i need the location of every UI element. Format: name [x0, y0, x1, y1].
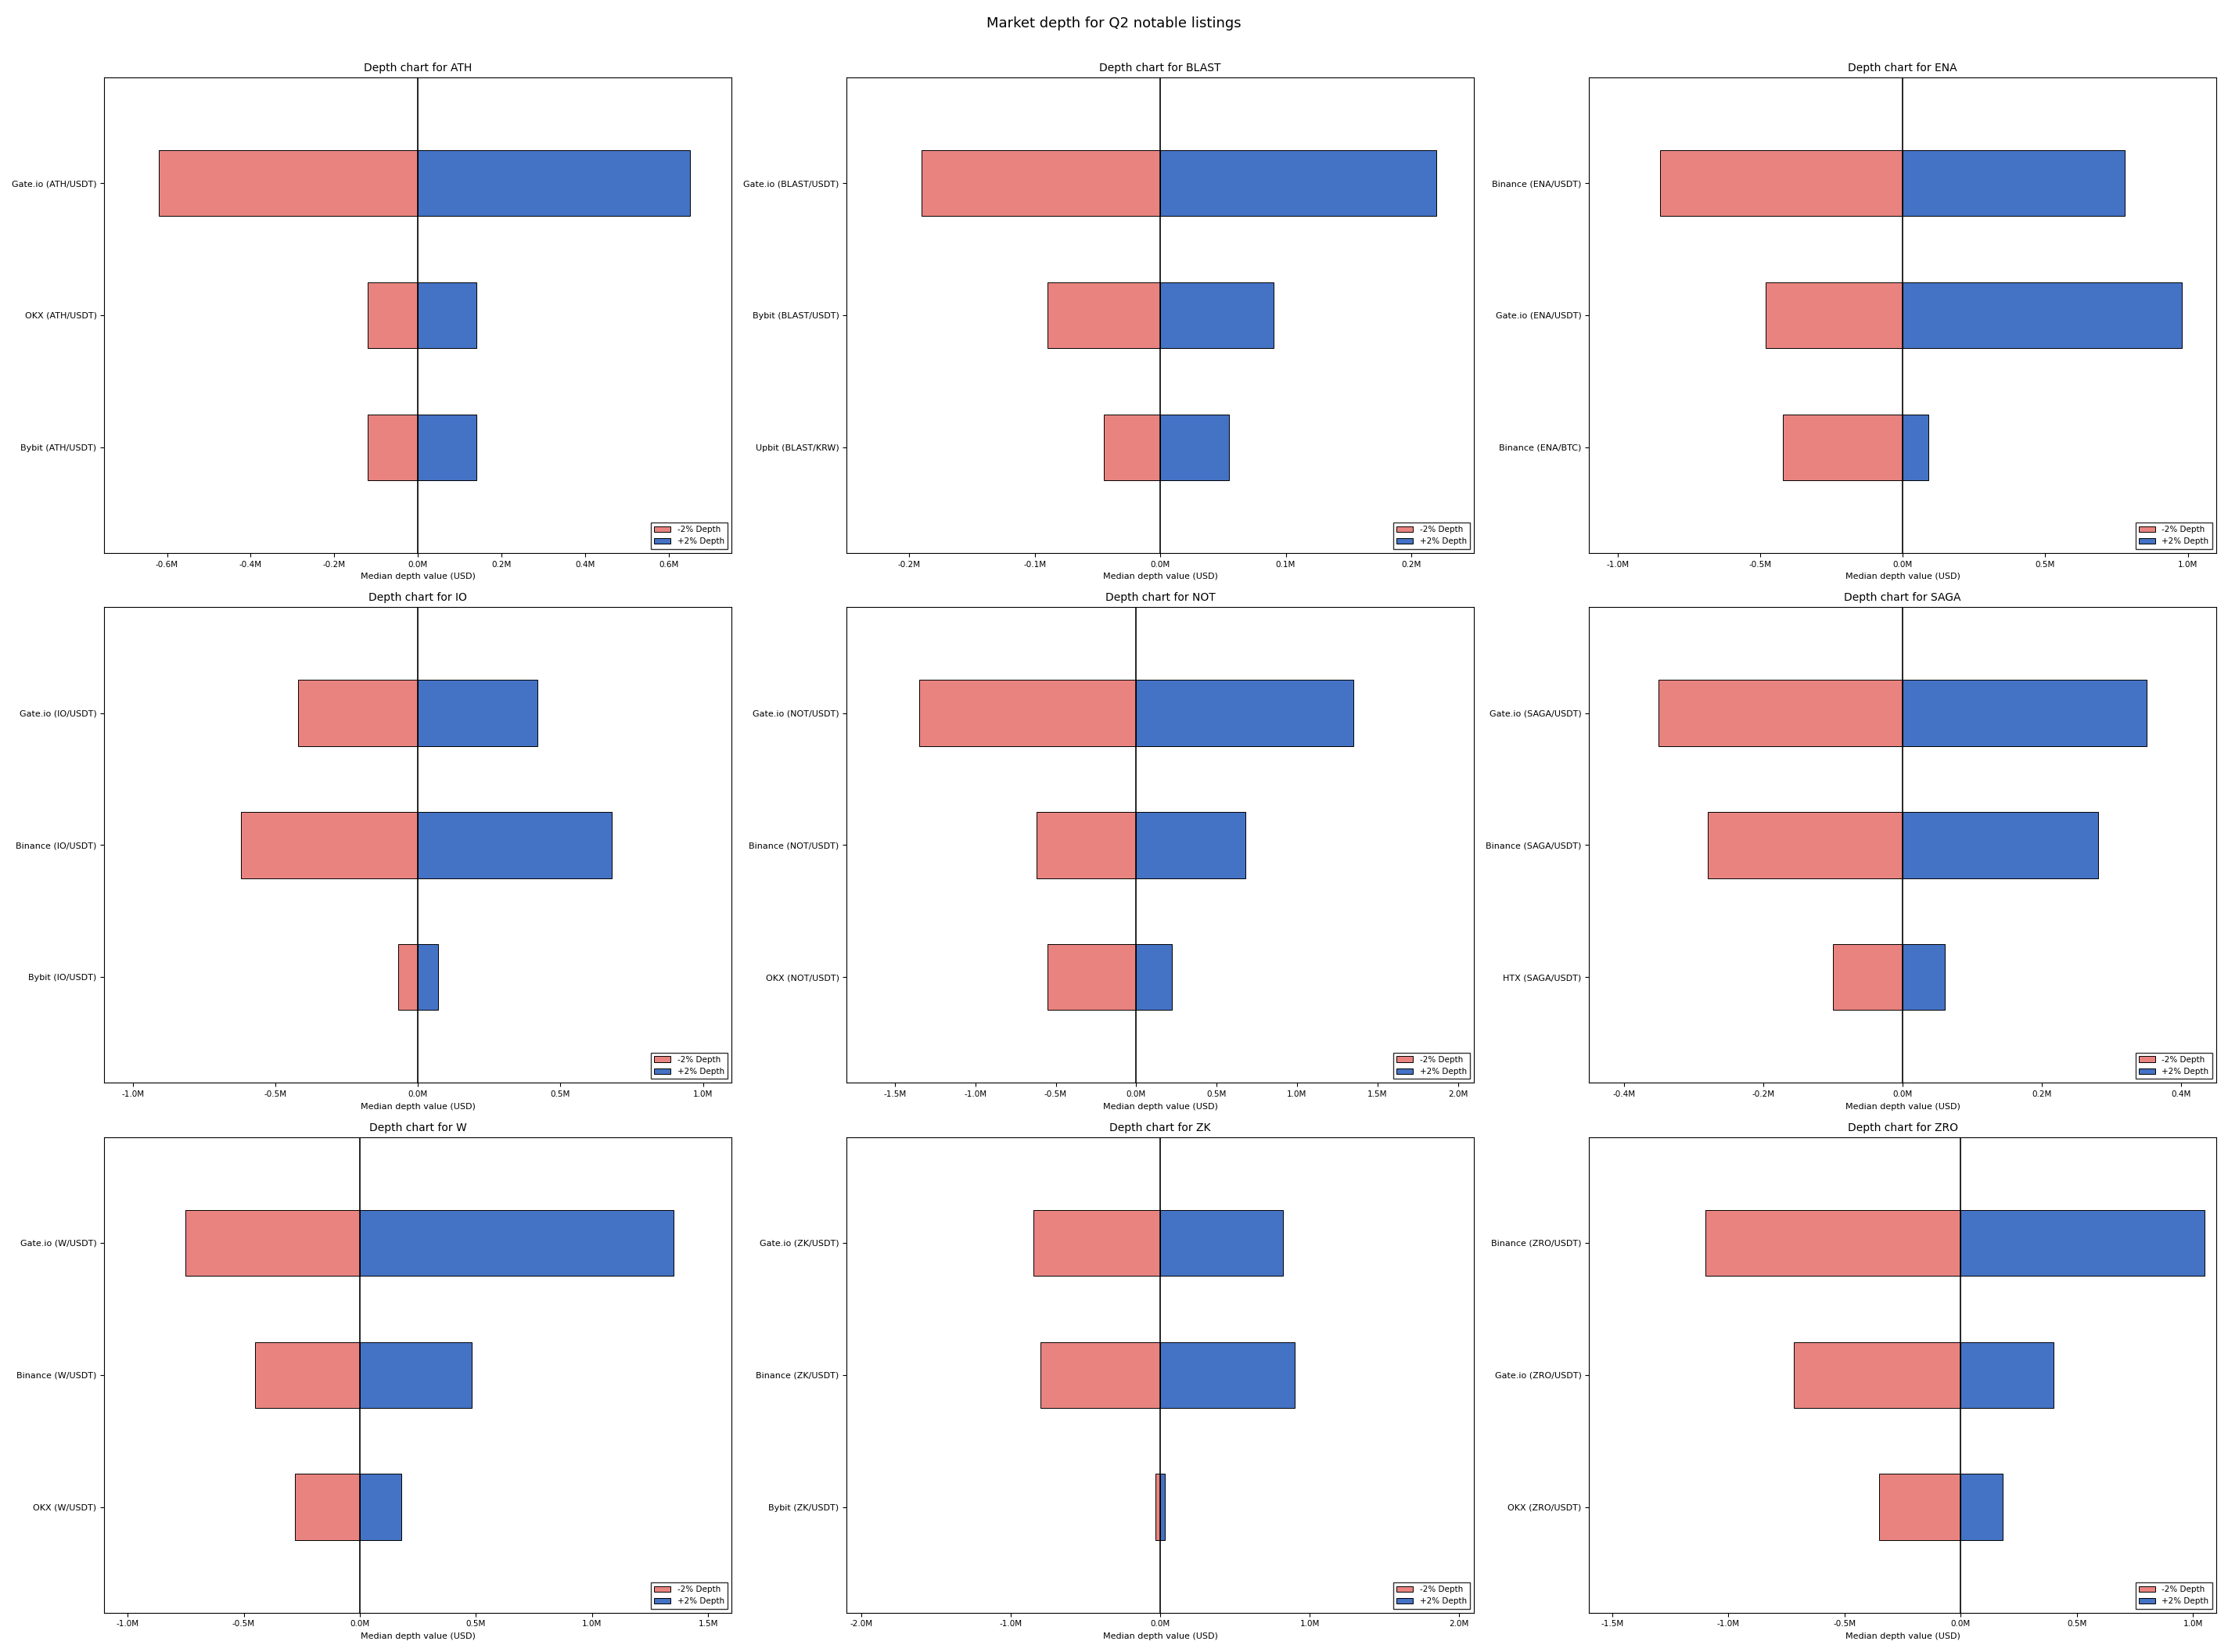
Bar [1903, 681, 2146, 747]
Bar [299, 681, 419, 747]
X-axis label: Median depth value (USD): Median depth value (USD) [1103, 1102, 1219, 1110]
Bar [1156, 1474, 1161, 1540]
X-axis label: Median depth value (USD): Median depth value (USD) [361, 573, 475, 580]
X-axis label: Median depth value (USD): Median depth value (USD) [361, 1102, 475, 1110]
Bar [1903, 943, 1945, 1009]
Bar [1036, 813, 1136, 879]
Bar [1161, 1209, 1283, 1275]
Legend: -2% Depth, +2% Depth: -2% Depth, +2% Depth [1392, 1583, 1470, 1609]
Bar [1040, 1341, 1161, 1408]
X-axis label: Median depth value (USD): Median depth value (USD) [1845, 573, 1961, 580]
X-axis label: Median depth value (USD): Median depth value (USD) [1103, 1632, 1219, 1640]
Legend: -2% Depth, +2% Depth: -2% Depth, +2% Depth [651, 522, 729, 548]
Bar [1161, 1341, 1294, 1408]
Bar [1136, 681, 1352, 747]
Title: Depth chart for ENA: Depth chart for ENA [1847, 63, 1956, 73]
Bar [419, 813, 613, 879]
Bar [1704, 1209, 1961, 1275]
X-axis label: Median depth value (USD): Median depth value (USD) [1103, 573, 1219, 580]
Legend: -2% Depth, +2% Depth: -2% Depth, +2% Depth [651, 1052, 729, 1079]
Bar [1660, 150, 1903, 216]
Bar [1161, 282, 1272, 349]
Bar [185, 1209, 361, 1275]
Bar [368, 282, 419, 349]
X-axis label: Median depth value (USD): Median depth value (USD) [1845, 1102, 1961, 1110]
Bar [361, 1209, 673, 1275]
Title: Depth chart for BLAST: Depth chart for BLAST [1098, 63, 1221, 73]
Bar [1767, 282, 1903, 349]
Bar [1161, 415, 1230, 481]
Bar [1961, 1474, 2003, 1540]
Title: Depth chart for W: Depth chart for W [370, 1122, 466, 1133]
Bar [1034, 1209, 1161, 1275]
Bar [399, 943, 419, 1009]
Legend: -2% Depth, +2% Depth: -2% Depth, +2% Depth [1392, 522, 1470, 548]
Bar [368, 415, 419, 481]
Bar [1103, 415, 1161, 481]
Bar [361, 1474, 401, 1540]
Bar [1794, 1341, 1961, 1408]
Bar [419, 282, 477, 349]
Bar [1136, 943, 1172, 1009]
X-axis label: Median depth value (USD): Median depth value (USD) [1845, 1632, 1961, 1640]
Bar [419, 150, 691, 216]
Legend: -2% Depth, +2% Depth: -2% Depth, +2% Depth [2137, 522, 2212, 548]
Bar [1880, 1474, 1961, 1540]
Bar [1903, 415, 1927, 481]
Title: Depth chart for SAGA: Depth chart for SAGA [1845, 591, 1961, 603]
Bar [918, 681, 1136, 747]
Bar [1961, 1209, 2206, 1275]
Bar [1961, 1341, 2054, 1408]
Title: Depth chart for ZRO: Depth chart for ZRO [1847, 1122, 1958, 1133]
Bar [1707, 813, 1903, 879]
Bar [922, 150, 1161, 216]
Bar [158, 150, 419, 216]
Legend: -2% Depth, +2% Depth: -2% Depth, +2% Depth [1392, 1052, 1470, 1079]
X-axis label: Median depth value (USD): Median depth value (USD) [361, 1632, 475, 1640]
Bar [1903, 813, 2099, 879]
Bar [256, 1341, 361, 1408]
Bar [1903, 282, 2181, 349]
Bar [1782, 415, 1903, 481]
Title: Depth chart for NOT: Depth chart for NOT [1105, 591, 1214, 603]
Text: Market depth for Q2 notable listings: Market depth for Q2 notable listings [987, 17, 1241, 31]
Bar [361, 1341, 472, 1408]
Bar [241, 813, 419, 879]
Legend: -2% Depth, +2% Depth: -2% Depth, +2% Depth [2137, 1052, 2212, 1079]
Bar [294, 1474, 361, 1540]
Title: Depth chart for IO: Depth chart for IO [368, 591, 468, 603]
Bar [1161, 1474, 1165, 1540]
Bar [1047, 943, 1136, 1009]
Bar [419, 415, 477, 481]
Bar [419, 943, 439, 1009]
Title: Depth chart for ZK: Depth chart for ZK [1110, 1122, 1212, 1133]
Bar [419, 681, 537, 747]
Legend: -2% Depth, +2% Depth: -2% Depth, +2% Depth [651, 1583, 729, 1609]
Bar [1136, 813, 1245, 879]
Title: Depth chart for ATH: Depth chart for ATH [363, 63, 472, 73]
Bar [1047, 282, 1161, 349]
Bar [1903, 150, 2126, 216]
Bar [1834, 943, 1903, 1009]
Legend: -2% Depth, +2% Depth: -2% Depth, +2% Depth [2137, 1583, 2212, 1609]
Bar [1161, 150, 1437, 216]
Bar [1658, 681, 1903, 747]
